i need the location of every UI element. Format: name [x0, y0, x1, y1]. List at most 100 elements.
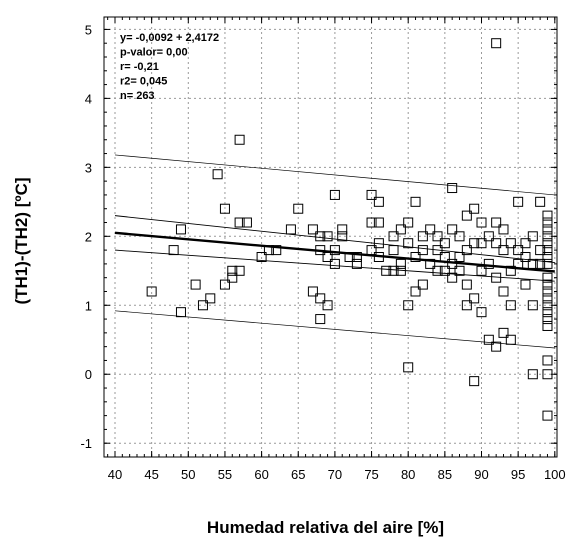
data-point	[461, 245, 472, 256]
data-point	[432, 265, 443, 276]
data-point	[439, 238, 450, 249]
data-point	[417, 279, 428, 290]
data-point	[483, 334, 494, 345]
data-point	[190, 279, 201, 290]
data-point	[513, 245, 524, 256]
data-point	[447, 224, 458, 235]
data-point	[542, 314, 553, 325]
data-point	[315, 314, 326, 325]
data-point	[219, 203, 230, 214]
y-tick-label: 0	[85, 367, 92, 382]
data-point	[447, 258, 458, 269]
data-point	[491, 238, 502, 249]
data-point	[535, 245, 546, 256]
data-point	[439, 265, 450, 276]
data-point	[410, 252, 421, 262]
data-point	[351, 252, 362, 262]
data-point	[329, 189, 340, 200]
data-point	[322, 300, 333, 311]
y-tick-label: 4	[85, 91, 92, 106]
confidence-band-upper	[114, 215, 555, 263]
data-point	[219, 279, 230, 290]
data-point	[307, 286, 318, 297]
data-point	[542, 252, 553, 262]
data-point	[395, 265, 406, 276]
data-point	[498, 224, 509, 235]
data-point	[447, 272, 458, 283]
stat-line: y= -0,0092 + 2,4172	[120, 32, 219, 44]
data-point	[403, 238, 414, 249]
data-point	[542, 293, 553, 304]
data-point	[469, 203, 480, 214]
data-point	[322, 252, 333, 262]
data-point	[535, 258, 546, 269]
x-tick-label: 100	[544, 467, 566, 482]
data-point	[498, 327, 509, 338]
x-tick-label: 85	[438, 467, 452, 482]
x-tick-label: 75	[364, 467, 378, 482]
data-point	[271, 245, 282, 256]
data-point	[329, 245, 340, 256]
data-point	[395, 224, 406, 235]
data-point	[403, 362, 414, 373]
data-point	[293, 203, 304, 214]
x-tick-label: 65	[291, 467, 305, 482]
stat-line: p-valor= 0,00	[120, 47, 188, 59]
data-point	[454, 265, 465, 276]
regression-bands	[114, 154, 555, 349]
y-tick-label: 5	[85, 22, 92, 37]
data-point	[175, 307, 186, 318]
data-point	[373, 217, 384, 228]
data-point	[417, 245, 428, 256]
data-point	[476, 217, 487, 228]
data-point	[491, 217, 502, 228]
data-point	[322, 231, 333, 242]
y-tick-label: 2	[85, 229, 92, 244]
data-point	[542, 369, 553, 380]
data-point	[197, 300, 208, 311]
data-points	[146, 38, 553, 421]
data-point	[520, 279, 531, 290]
data-point	[542, 258, 553, 269]
data-point	[315, 245, 326, 256]
data-point	[212, 169, 223, 180]
data-point	[542, 272, 553, 283]
data-point	[351, 258, 362, 269]
data-point	[542, 217, 553, 228]
data-point	[542, 286, 553, 297]
data-point	[373, 238, 384, 249]
data-point	[168, 245, 179, 256]
data-point	[315, 293, 326, 304]
axis-ticks	[104, 17, 557, 458]
data-point	[146, 286, 157, 297]
data-point	[388, 245, 399, 256]
data-point	[513, 258, 524, 269]
x-tick-label: 70	[328, 467, 342, 482]
data-point	[476, 238, 487, 249]
data-point	[542, 210, 553, 221]
data-point	[469, 238, 480, 249]
data-point	[542, 355, 553, 366]
data-point	[337, 224, 348, 235]
data-point	[527, 369, 538, 380]
data-point	[329, 258, 340, 269]
x-tick-label: 40	[108, 467, 122, 482]
data-point	[542, 279, 553, 290]
data-point	[527, 231, 538, 242]
data-point	[461, 300, 472, 311]
prediction-band-upper	[114, 154, 555, 196]
data-point	[527, 258, 538, 269]
data-point	[395, 258, 406, 269]
data-point	[483, 258, 494, 269]
data-point	[366, 245, 377, 256]
stat-line: r2= 0,045	[120, 76, 167, 88]
data-point	[542, 307, 553, 318]
data-point	[337, 231, 348, 242]
data-point	[285, 224, 296, 235]
data-point	[498, 245, 509, 256]
data-point	[410, 286, 421, 297]
data-point	[491, 38, 502, 49]
data-point	[403, 300, 414, 311]
data-point	[175, 224, 186, 235]
